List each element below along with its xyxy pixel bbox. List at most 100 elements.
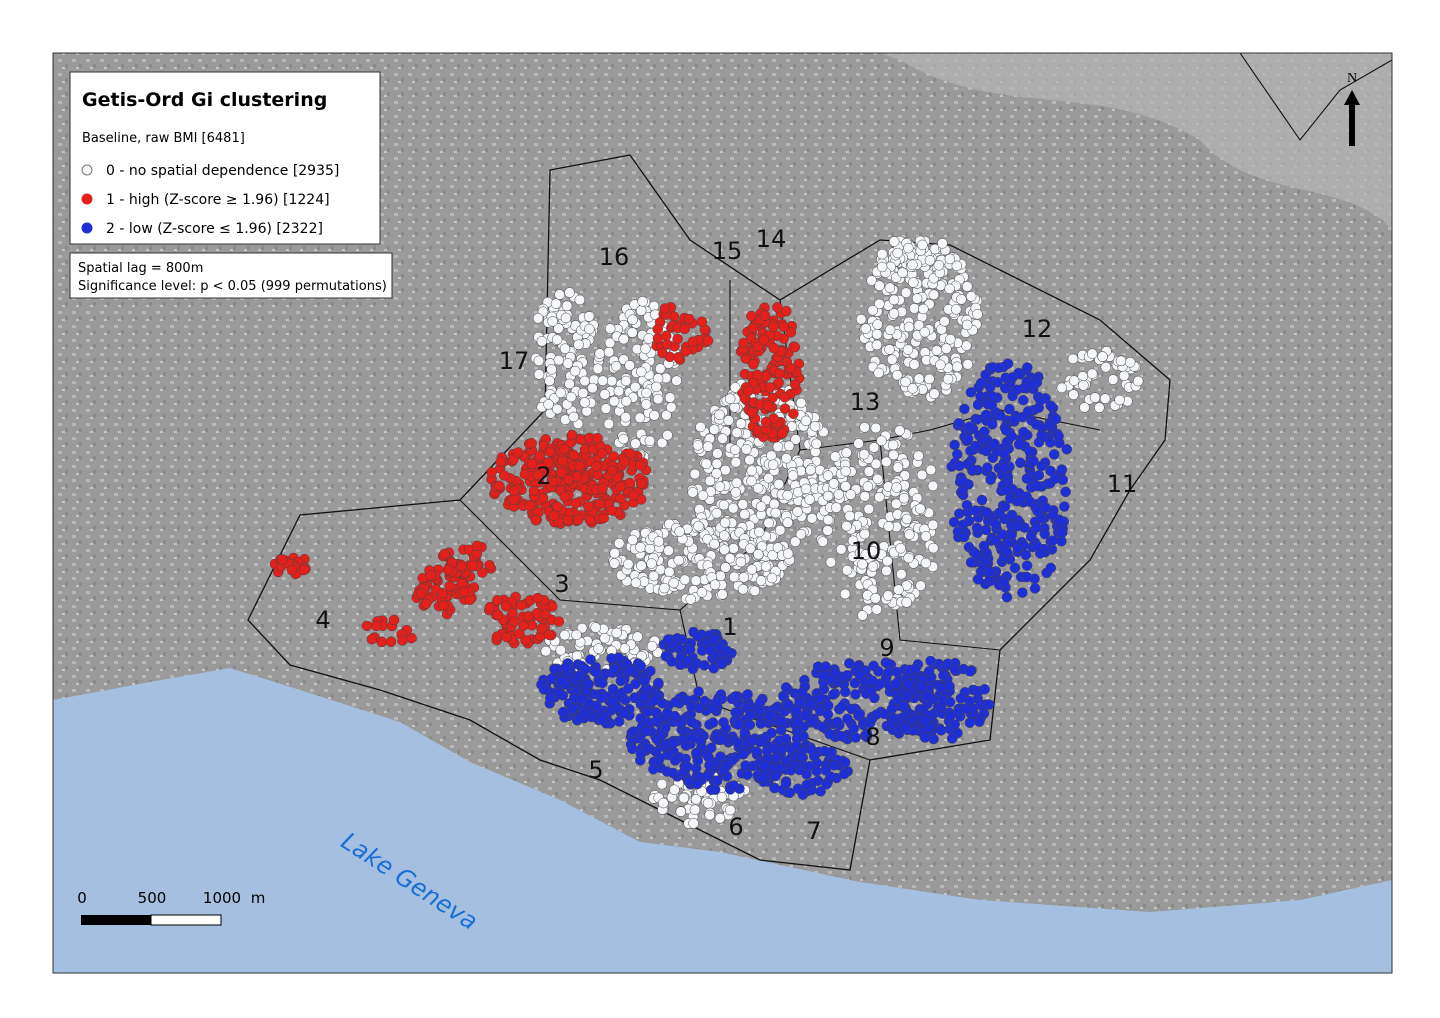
cluster-dot [819,745,830,757]
cluster-dot [783,440,795,452]
cluster-dot [753,526,765,538]
cluster-dot [822,514,834,526]
cluster-dot [892,462,904,473]
cluster-dot [1047,535,1059,546]
cluster-dot [361,620,373,632]
cluster-dot [719,530,730,541]
cluster-dot [546,364,557,375]
cluster-dot [725,804,736,816]
cluster-dot [1011,384,1023,395]
cluster-dot [637,296,648,307]
cluster-dot [635,305,647,316]
cluster-dot [900,376,911,388]
cluster-dot [789,379,801,390]
cluster-dot [681,761,693,772]
cluster-dot [962,359,973,370]
cluster-dot [918,303,929,315]
cluster-dot [817,536,829,547]
cluster-dot [1078,380,1089,391]
cluster-dot [716,658,728,670]
cluster-dot [877,248,888,260]
cluster-dot [551,501,563,512]
district-label: 8 [865,723,880,751]
cluster-dot [747,322,759,334]
cluster-dot [553,323,564,334]
cluster-dot [627,327,638,338]
cluster-dot [795,528,807,540]
cluster-dot [850,689,861,700]
cluster-dot [635,542,646,553]
cluster-dot [944,696,956,708]
cluster-dot [458,586,470,598]
cluster-dot [610,360,622,372]
cluster-dot [882,555,893,567]
cluster-dot [657,698,668,709]
cluster-dot [554,289,565,300]
cluster-dot [573,339,584,350]
cluster-dot [815,693,826,704]
cluster-dot [965,557,977,568]
cluster-dot [824,728,835,740]
cluster-dot [718,499,730,511]
cluster-dot [847,535,859,546]
cluster-dot [607,696,618,707]
cluster-dot [855,314,867,325]
district-label: 3 [554,570,569,598]
cluster-dot [714,813,726,824]
cluster-dot [972,308,983,320]
cluster-dot [551,403,563,415]
cluster-dot [683,775,695,787]
cluster-dot [618,433,629,445]
cluster-dot [678,792,690,804]
cluster-dot [920,557,932,569]
cluster-dot [1024,446,1035,457]
cluster-dot [746,475,757,487]
cluster-dot [553,688,565,699]
cluster-dot [1124,357,1136,368]
cluster-dot [958,531,970,543]
cluster-dot [492,595,503,606]
cluster-dot [1061,443,1073,455]
cluster-dot [829,667,841,678]
legend-label: 1 - high (Z-score ≥ 1.96) [1224] [106,192,330,208]
cluster-dot [549,664,560,675]
cluster-dot [1009,562,1021,574]
cluster-dot [1025,531,1037,543]
cluster-dot [559,343,571,354]
cluster-dot [727,503,739,514]
cluster-dot [950,304,962,315]
cluster-dot [914,503,926,514]
district-label: 4 [315,606,330,634]
cluster-dot [720,464,731,476]
cluster-dot [767,459,779,470]
legend-label: 0 - no spatial dependence [2935] [106,163,339,179]
cluster-dot [965,291,977,302]
cluster-dot [646,640,658,652]
cluster-dot [967,464,979,475]
cluster-dot [597,677,608,689]
cluster-dot [712,775,723,786]
cluster-dot [931,345,943,356]
cluster-dot [696,587,708,598]
cluster-dot [744,710,756,721]
cluster-dot [999,462,1010,474]
cluster-dot [689,468,701,480]
cluster-dot [951,260,963,272]
cluster-dot [908,277,919,288]
cluster-dot [867,675,878,687]
cluster-dot [553,616,565,627]
cluster-dot [425,570,436,581]
cluster-dot [739,727,751,738]
cluster-dot [670,696,681,708]
cluster-dot [687,487,698,498]
cluster-dot [933,260,945,271]
cluster-dot [858,448,870,460]
cluster-dot [770,507,781,519]
cluster-dot [627,743,638,755]
cluster-dot [745,543,756,554]
cluster-dot [731,477,743,489]
cluster-dot [717,589,728,600]
cluster-dot [695,421,706,433]
district-label: 12 [1022,315,1053,343]
cluster-dot [608,451,619,462]
